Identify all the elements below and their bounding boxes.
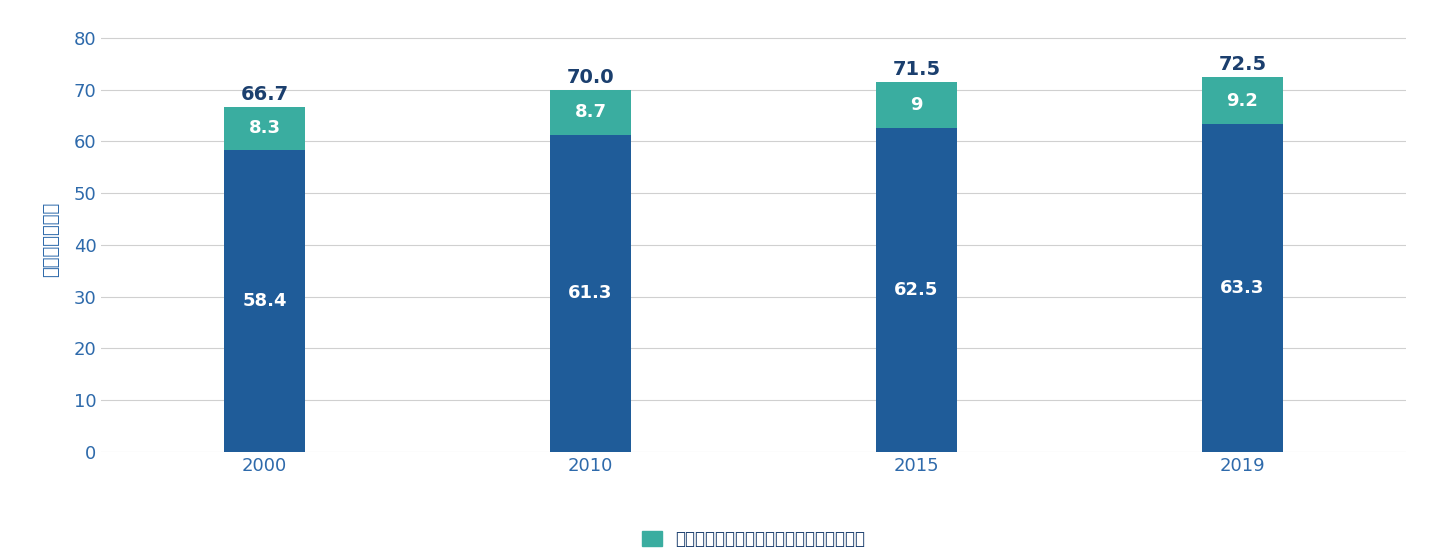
Bar — [223, 150, 306, 452]
Text: 8.3: 8.3 — [248, 119, 281, 137]
Bar — [1201, 125, 1284, 452]
Bar — [875, 82, 958, 128]
Text: 62.5: 62.5 — [894, 281, 939, 299]
Text: 58.4: 58.4 — [242, 291, 287, 310]
Text: 71.5: 71.5 — [893, 60, 940, 79]
Bar — [875, 128, 958, 452]
Text: 9.2: 9.2 — [1227, 91, 1258, 110]
Text: 66.7: 66.7 — [241, 85, 288, 104]
Bar — [549, 134, 632, 452]
Text: 63.3: 63.3 — [1220, 279, 1265, 297]
Y-axis label: 平均寿命（年）: 平均寿命（年） — [42, 202, 59, 277]
Text: 9: 9 — [910, 96, 923, 114]
Text: 70.0: 70.0 — [567, 68, 614, 87]
Text: 72.5: 72.5 — [1219, 55, 1266, 74]
Bar — [549, 90, 632, 134]
Legend: 健康問題を抱えて過ごすと予想される年数: 健康問題を抱えて過ごすと予想される年数 — [635, 524, 872, 551]
Text: 8.7: 8.7 — [574, 103, 607, 121]
Text: 61.3: 61.3 — [568, 284, 613, 302]
Bar — [223, 107, 306, 150]
Bar — [1201, 77, 1284, 125]
